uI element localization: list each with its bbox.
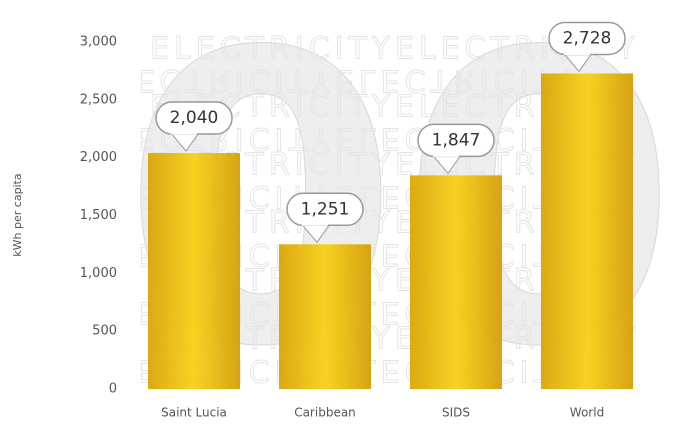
y-tick-label: 3,000 <box>80 35 117 50</box>
value-label: 2,728 <box>563 28 612 48</box>
background-text: ELECTRICITY <box>335 63 576 98</box>
background-text: ELECTRICITY <box>150 32 391 67</box>
x-tick-label: Caribbean <box>294 406 356 420</box>
x-tick-label: World <box>570 406 604 420</box>
x-tick-label: Saint Lucia <box>161 406 227 420</box>
y-tick-label: 2,000 <box>80 150 117 165</box>
value-label: 1,251 <box>301 199 350 219</box>
y-tick-label: 1,000 <box>80 266 117 281</box>
y-axis-label: kWh per capita <box>11 173 24 256</box>
bar <box>410 175 502 389</box>
bar <box>541 73 633 389</box>
x-tick-label: SIDS <box>442 406 470 420</box>
bar <box>279 244 371 389</box>
value-label: 2,040 <box>170 108 219 128</box>
y-tick-label: 1,500 <box>80 208 117 223</box>
background-text: ELECTRICITY <box>90 63 331 98</box>
value-label: 1,847 <box>432 130 481 150</box>
y-tick-label: 0 <box>109 382 117 397</box>
bar <box>148 153 240 389</box>
y-tick-label: 2,500 <box>80 92 117 107</box>
y-tick-label: 500 <box>92 324 117 339</box>
